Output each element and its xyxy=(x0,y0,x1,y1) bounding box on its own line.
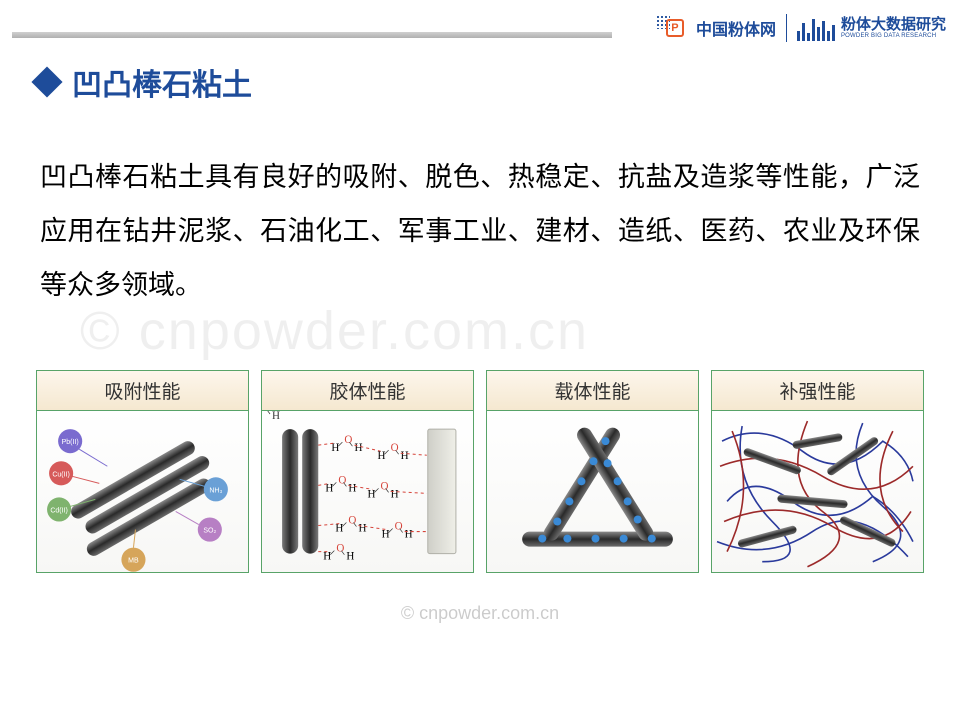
header-gradient-bar xyxy=(12,32,612,38)
panel-body-adsorption: Pb(II) Cu(II) Cd(II) NH₃ SO₂ MB xyxy=(37,411,248,572)
panel-body-colloid: O H H xyxy=(262,411,473,572)
svg-text:Cd(II): Cd(II) xyxy=(50,507,68,514)
panel-header: 胶体性能 xyxy=(262,371,473,411)
panel-carrier: 载体性能 xyxy=(486,370,699,573)
logo-divider xyxy=(786,14,787,42)
cnpowder-icon: P xyxy=(656,15,690,41)
slide-title-row: 凹凸棒石粘土 xyxy=(36,60,252,104)
panel-reinforce: 补强性能 xyxy=(711,370,924,573)
bigdata-bars-icon xyxy=(797,15,835,41)
svg-text:NH₃: NH₃ xyxy=(209,487,222,494)
panel-header: 吸附性能 xyxy=(37,371,248,411)
bigdata-text: 粉体大数据研究 xyxy=(841,17,946,34)
svg-text:H: H xyxy=(272,411,280,422)
svg-text:MB: MB xyxy=(128,558,139,565)
panel-header: 补强性能 xyxy=(712,371,923,411)
panel-body-carrier xyxy=(487,411,698,572)
svg-text:Pb(II): Pb(II) xyxy=(62,439,79,446)
panel-adsorption: 吸附性能 Pb(II) Cu(II) Cd(II) xyxy=(36,370,249,573)
cnpowder-text: 中国粉体网 xyxy=(696,16,776,40)
diamond-bullet-icon xyxy=(31,66,62,97)
svg-text:SO₂: SO₂ xyxy=(203,528,216,535)
bigdata-subtext: POWDER BIG DATA RESEARCH xyxy=(841,33,946,39)
property-panels: 吸附性能 Pb(II) Cu(II) Cd(II) xyxy=(36,370,924,573)
logo-cnpowder: P 中国粉体网 xyxy=(656,15,776,41)
header-logos: P 中国粉体网 粉体大数据研究 POWDER BIG DATA RESEARCH xyxy=(656,14,946,42)
panel-body-reinforce xyxy=(712,411,923,572)
panel-colloid: 胶体性能 O H xyxy=(261,370,474,573)
panel-header: 载体性能 xyxy=(487,371,698,411)
slide-title: 凹凸棒石粘土 xyxy=(72,60,252,104)
svg-text:Cu(II): Cu(II) xyxy=(52,471,70,478)
watermark-footer: © cnpowder.com.cn xyxy=(0,603,960,624)
body-paragraph: 凹凸棒石粘土具有良好的吸附、脱色、热稳定、抗盐及造浆等性能，广泛应用在钻井泥浆、… xyxy=(40,150,920,312)
logo-bigdata: 粉体大数据研究 POWDER BIG DATA RESEARCH xyxy=(797,15,946,41)
watermark-large: © cnpowder.com.cn xyxy=(80,300,589,362)
